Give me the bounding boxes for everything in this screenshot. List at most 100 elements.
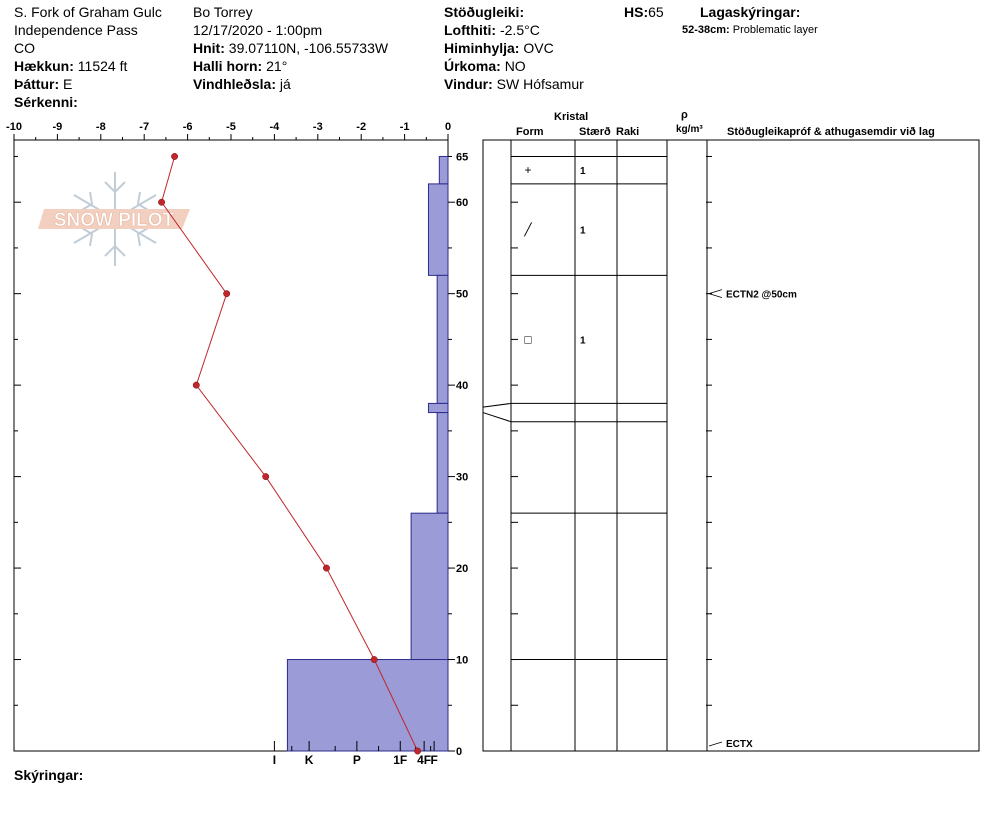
precip-label: Úrkoma: [444, 58, 501, 74]
temp-tick-label: -6 [183, 121, 193, 133]
test-label: ECTX [726, 739, 753, 750]
logo-banner [38, 209, 190, 229]
hardness-bar [427, 402, 449, 414]
hs-value: 65 [648, 4, 664, 20]
precip-row: Úrkoma: NO [444, 58, 526, 74]
crystal-form-symbol: ╱ [523, 222, 532, 237]
crystal-form-symbol: + [524, 163, 531, 177]
temp-tick-label: -7 [139, 121, 149, 133]
precip-value: NO [504, 58, 526, 74]
slope-label: Halli horn: [193, 58, 263, 74]
wind-value: SW Hófsamur [496, 76, 584, 92]
location-name: S. Fork of Graham Gulc [14, 4, 162, 20]
form-header: Form [516, 126, 544, 138]
coords-row: Hnit: 39.07110N, -106.55733W [193, 40, 388, 56]
hardness-bar [410, 512, 449, 661]
tests-header: Stöðugleikapróf & athugasemdir við lag [727, 126, 935, 138]
logo-text: SNOW PILOT [54, 210, 175, 231]
temperature-point [192, 381, 200, 389]
temperature-point [223, 290, 231, 298]
layer-connector [482, 402, 512, 408]
temperature-line [161, 156, 419, 752]
stability-label: Stöðugleiki: [444, 4, 525, 20]
observation-datetime: 12/17/2020 - 1:00pm [193, 22, 323, 38]
depth-tick-label: 65 [456, 151, 468, 163]
air-temp-value: -2.5°C [499, 22, 540, 38]
state-name: CO [14, 40, 35, 56]
crystal-size-value: 1 [580, 335, 586, 346]
temp-tick-label: -1 [400, 121, 410, 133]
test-arrow [708, 741, 723, 747]
temperature-point [171, 153, 179, 160]
crystal-header: Kristal [554, 111, 589, 123]
depth-tick-label: 0 [456, 746, 462, 758]
depth-tick-label: 40 [456, 380, 468, 392]
hardness-bar [286, 659, 449, 752]
area-name: Independence Pass [14, 22, 138, 38]
elevation-label: Hækkun: [14, 58, 74, 74]
coords-label: Hnit: [193, 40, 225, 56]
temp-tick-label: -4 [270, 121, 281, 133]
crystal-size-value: 1 [580, 166, 586, 177]
aspect-value: E [63, 76, 73, 92]
hardness-tick-label: K [305, 753, 314, 767]
temp-tick-label: 0 [445, 121, 451, 133]
aspect-label: Þáttur: [14, 76, 60, 92]
hardness-tick-label: 1F [393, 753, 407, 767]
temp-tick-label: -8 [96, 121, 106, 133]
temperature-point [262, 473, 270, 481]
rho-header: ρ [681, 109, 688, 121]
air-temp-label: Lofthiti: [444, 22, 497, 38]
coords-value: 39.07110N, -106.55733W [228, 40, 389, 56]
depth-tick-label: 10 [456, 655, 468, 667]
crystal-size-value: 1 [580, 226, 586, 237]
temperature-point [158, 198, 166, 206]
hardness-tick-label: 4F [417, 753, 431, 767]
temp-tick-label: -3 [313, 121, 323, 133]
hs-row: HS:65 [624, 4, 664, 20]
wind-load-row: Vindhleðsla: já [193, 76, 291, 92]
sky-row: Himinhylja: OVC [444, 40, 554, 56]
notes-label: Skýringar: [14, 767, 84, 783]
moisture-header: Raki [616, 126, 640, 138]
wind-label: Vindur: [444, 76, 493, 92]
temp-tick-label: -2 [356, 121, 366, 133]
depth-tick-label: 60 [456, 197, 468, 209]
legend-range: 52-38cm: [682, 24, 730, 36]
hardness-bar [427, 183, 449, 276]
wind-load-value: já [279, 76, 291, 92]
elevation-value: 11524 ft [77, 58, 128, 74]
sky-label: Himinhylja: [444, 40, 520, 56]
hs-label: HS: [624, 4, 649, 20]
observer-name: Bo Torrey [193, 4, 253, 20]
temp-tick-label: -5 [226, 121, 236, 133]
crystal-form-symbol: □ [524, 332, 531, 346]
temp-tick-label: -9 [53, 121, 63, 133]
size-header: Stærð [579, 126, 611, 138]
aspect-row: Þáttur: E [14, 76, 72, 92]
hardness-tick-label: F [430, 753, 437, 767]
test-arrow [707, 289, 723, 299]
layer-connector [482, 412, 512, 423]
hardness-bar [436, 412, 449, 514]
wind-row: Vindur: SW Hófsamur [444, 76, 584, 92]
snowpilot-logo: SNOW PILOT [38, 172, 190, 266]
depth-tick-label: 30 [456, 472, 468, 484]
features-label: Sérkenni: [14, 94, 78, 110]
temp-tick-label: -10 [6, 121, 22, 133]
legend-text: Problematic layer [732, 24, 818, 36]
legend-row: 52-38cm: Problematic layer [682, 24, 818, 37]
hardness-tick-label: I [273, 753, 276, 767]
layer-table-frame [482, 139, 980, 752]
temperature-point [414, 747, 422, 755]
temperature-point [323, 564, 330, 572]
test-label: ECTN2 @50cm [726, 290, 797, 301]
slope-row: Halli horn: 21° [193, 58, 287, 74]
legend-title: Lagaskýringar: [700, 4, 801, 20]
sky-value: OVC [523, 40, 554, 56]
wind-load-label: Vindhleðsla: [193, 76, 276, 92]
air-temp-row: Lofthiti: -2.5°C [444, 22, 540, 38]
depth-tick-label: 20 [456, 563, 468, 575]
temperature-point [370, 656, 378, 663]
